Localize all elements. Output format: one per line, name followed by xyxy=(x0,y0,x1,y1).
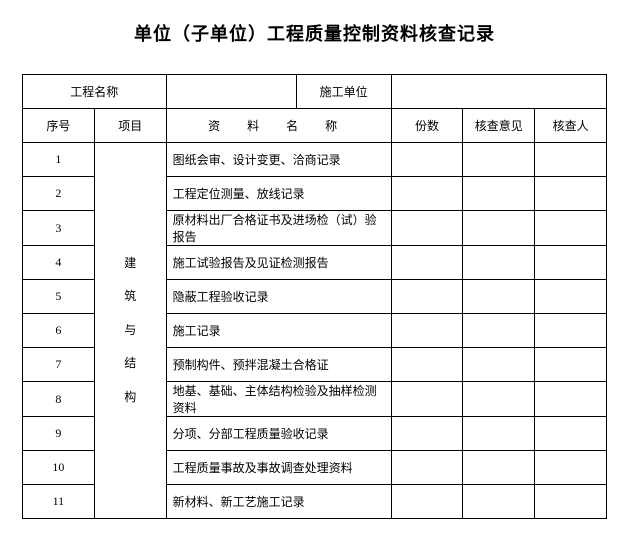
project-name-value xyxy=(166,75,296,109)
cell-seq: 7 xyxy=(23,348,95,382)
cell-copies xyxy=(391,382,463,417)
cell-seq: 9 xyxy=(23,417,95,451)
cell-seq: 5 xyxy=(23,280,95,314)
cell-opinion xyxy=(463,451,535,485)
cell-checker xyxy=(535,314,607,348)
cell-seq: 3 xyxy=(23,211,95,246)
cell-copies xyxy=(391,280,463,314)
cell-opinion xyxy=(463,143,535,177)
cell-seq: 4 xyxy=(23,246,95,280)
cell-checker xyxy=(535,451,607,485)
cell-material-name: 工程质量事故及事故调查处理资料 xyxy=(166,451,391,485)
inspection-table: 工程名称 施工单位 序号 项目 资 料 名 称 份数 核查意见 核查人 1建 筑… xyxy=(22,74,607,519)
cell-copies xyxy=(391,211,463,246)
cell-checker xyxy=(535,177,607,211)
cell-checker xyxy=(535,417,607,451)
cell-seq: 6 xyxy=(23,314,95,348)
header-row: 序号 项目 资 料 名 称 份数 核查意见 核查人 xyxy=(23,109,607,143)
cell-checker xyxy=(535,246,607,280)
cell-material-name: 地基、基础、主体结构检验及抽样检测资料 xyxy=(166,382,391,417)
construction-unit-label: 施工单位 xyxy=(296,75,391,109)
table-row: 1建 筑 与 结 构图纸会审、设计变更、洽商记录 xyxy=(23,143,607,177)
col-seq: 序号 xyxy=(23,109,95,143)
cell-material-name: 图纸会审、设计变更、洽商记录 xyxy=(166,143,391,177)
construction-unit-value xyxy=(391,75,606,109)
cell-material-name: 施工记录 xyxy=(166,314,391,348)
cell-opinion xyxy=(463,211,535,246)
cell-checker xyxy=(535,348,607,382)
cell-opinion xyxy=(463,280,535,314)
cell-checker xyxy=(535,211,607,246)
cell-copies xyxy=(391,417,463,451)
col-material-name: 资 料 名 称 xyxy=(166,109,391,143)
cell-copies xyxy=(391,348,463,382)
col-checker: 核查人 xyxy=(535,109,607,143)
cell-seq: 8 xyxy=(23,382,95,417)
category-cell: 建 筑 与 结 构 xyxy=(94,143,166,519)
col-opinion: 核查意见 xyxy=(463,109,535,143)
cell-checker xyxy=(535,382,607,417)
cell-material-name: 施工试验报告及见证检测报告 xyxy=(166,246,391,280)
cell-copies xyxy=(391,246,463,280)
col-project: 项目 xyxy=(94,109,166,143)
project-name-label: 工程名称 xyxy=(23,75,167,109)
cell-seq: 10 xyxy=(23,451,95,485)
cell-copies xyxy=(391,451,463,485)
cell-copies xyxy=(391,177,463,211)
cell-seq: 1 xyxy=(23,143,95,177)
cell-opinion xyxy=(463,246,535,280)
cell-material-name: 工程定位测量、放线记录 xyxy=(166,177,391,211)
cell-checker xyxy=(535,280,607,314)
cell-material-name: 原材料出厂合格证书及进场检（试）验报告 xyxy=(166,211,391,246)
cell-opinion xyxy=(463,348,535,382)
info-row: 工程名称 施工单位 xyxy=(23,75,607,109)
col-copies: 份数 xyxy=(391,109,463,143)
cell-material-name: 预制构件、预拌混凝土合格证 xyxy=(166,348,391,382)
cell-opinion xyxy=(463,177,535,211)
cell-opinion xyxy=(463,417,535,451)
cell-material-name: 分项、分部工程质量验收记录 xyxy=(166,417,391,451)
cell-opinion xyxy=(463,382,535,417)
cell-opinion xyxy=(463,314,535,348)
page-title: 单位（子单位）工程质量控制资料核查记录 xyxy=(22,20,607,46)
cell-checker xyxy=(535,143,607,177)
cell-material-name: 隐蔽工程验收记录 xyxy=(166,280,391,314)
cell-copies xyxy=(391,143,463,177)
cell-copies xyxy=(391,314,463,348)
cell-seq: 2 xyxy=(23,177,95,211)
